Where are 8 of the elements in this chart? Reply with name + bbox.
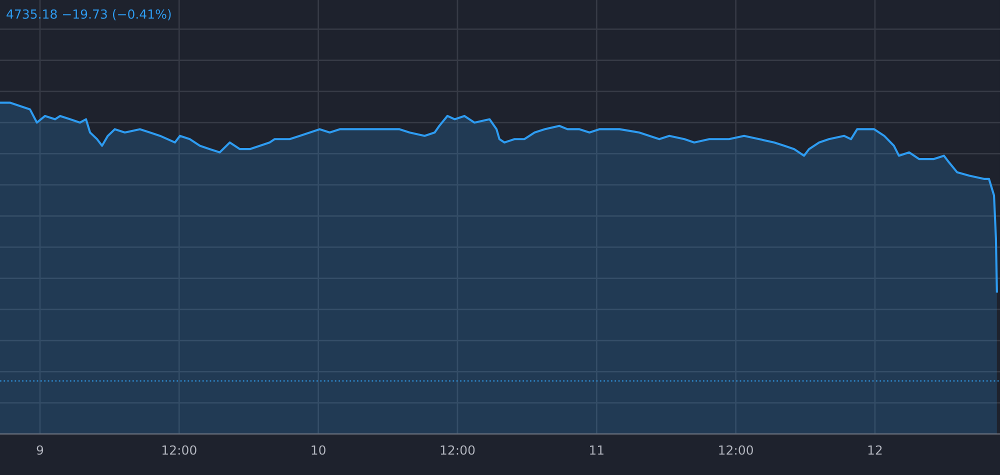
chart-title: 4735.18 −19.73 (−0.41%) (6, 9, 171, 20)
x-tick-label: 11 (590, 445, 604, 455)
x-tick-label: 12:00 (162, 445, 196, 455)
x-tick-label: 12:00 (719, 445, 753, 455)
x-tick-label: 10 (312, 445, 326, 455)
x-tick-label: 12:00 (440, 445, 475, 455)
x-tick-label: 9 (36, 445, 44, 455)
x-tick-label: 12 (868, 445, 882, 455)
